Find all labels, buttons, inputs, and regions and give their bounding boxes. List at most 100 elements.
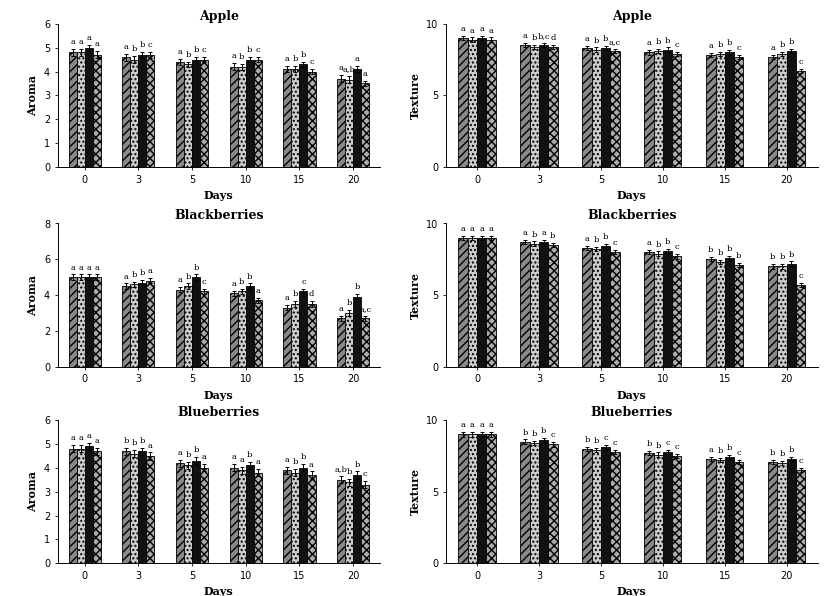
Bar [230, 67, 238, 167]
Text: a: a [647, 239, 652, 247]
Text: a: a [354, 55, 359, 63]
Text: b: b [770, 253, 776, 262]
Bar [796, 285, 805, 367]
Text: c: c [737, 449, 741, 457]
Bar [69, 277, 77, 367]
Text: a: a [488, 421, 493, 430]
Text: b: b [140, 437, 145, 445]
Text: b: b [124, 437, 129, 445]
Bar [796, 470, 805, 563]
Bar [663, 49, 672, 167]
Text: b: b [140, 269, 145, 277]
Text: b: b [247, 451, 253, 459]
Bar [192, 60, 200, 167]
Title: Blackberries: Blackberries [174, 209, 263, 222]
Bar [610, 51, 620, 167]
Bar [548, 445, 558, 563]
Bar [777, 54, 787, 167]
Bar [601, 48, 610, 167]
Text: a: a [461, 421, 466, 430]
Text: a: a [86, 432, 91, 440]
Text: b: b [354, 461, 360, 468]
Text: c: c [675, 243, 679, 252]
Text: c: c [799, 457, 803, 465]
Bar [672, 54, 681, 167]
Bar [734, 265, 743, 367]
X-axis label: Days: Days [617, 190, 647, 201]
Title: Apple: Apple [199, 10, 239, 23]
Text: b: b [185, 51, 191, 58]
Text: b: b [193, 46, 199, 54]
Bar [131, 60, 139, 167]
Bar [307, 304, 316, 367]
Text: b: b [532, 34, 537, 42]
Bar [725, 457, 734, 563]
Text: a: a [148, 442, 153, 449]
Text: a: a [479, 25, 484, 33]
Bar [725, 258, 734, 367]
Bar [254, 300, 262, 367]
Bar [777, 463, 787, 563]
Text: b: b [780, 450, 785, 458]
Bar [520, 45, 529, 167]
Text: c: c [363, 470, 368, 478]
Text: a: a [585, 235, 590, 243]
Text: a: a [470, 27, 475, 35]
Text: a: a [479, 225, 484, 233]
Text: b: b [131, 45, 137, 53]
Bar [644, 52, 653, 167]
Bar [238, 67, 246, 167]
Bar [591, 249, 601, 367]
Text: b: b [292, 290, 298, 299]
Text: a: a [647, 39, 652, 48]
Text: a: a [78, 263, 83, 272]
Bar [283, 470, 292, 563]
Text: b: b [193, 263, 199, 272]
Text: a: a [363, 70, 368, 77]
Text: b: b [789, 250, 794, 259]
Text: a: a [124, 43, 129, 51]
Text: b: b [718, 41, 723, 49]
Bar [192, 461, 200, 563]
Text: b: b [665, 36, 670, 45]
Text: b: b [239, 278, 244, 286]
Text: c: c [799, 58, 803, 66]
Bar [487, 434, 496, 563]
Text: b,c: b,c [537, 32, 550, 41]
Bar [93, 55, 101, 167]
Bar [122, 57, 131, 167]
Bar [706, 55, 715, 167]
Text: b: b [603, 234, 608, 241]
Text: b: b [541, 427, 546, 435]
Bar [458, 38, 468, 167]
X-axis label: Days: Days [204, 390, 234, 401]
Bar [246, 60, 254, 167]
Text: a: a [124, 272, 129, 281]
Bar [644, 252, 653, 367]
Legend: T1 10μg/mL, T2 20μg/mL, TS1 (2% Calcium Chloride), C: T1 10μg/mL, T2 20μg/mL, TS1 (2% Calcium … [478, 434, 786, 443]
Text: a: a [70, 38, 75, 46]
Text: c: c [665, 439, 670, 446]
Bar [184, 64, 192, 167]
Text: c: c [202, 46, 206, 54]
Bar [85, 277, 93, 367]
Text: b: b [665, 238, 670, 246]
Bar [184, 465, 192, 563]
X-axis label: Days: Days [617, 586, 647, 596]
Bar [468, 39, 477, 167]
Y-axis label: Aroma: Aroma [27, 75, 38, 116]
Text: a: a [70, 434, 75, 442]
Text: b: b [603, 35, 608, 43]
Bar [477, 38, 487, 167]
Bar [85, 48, 93, 167]
Bar [176, 463, 184, 563]
Bar [529, 443, 539, 563]
Text: b: b [727, 39, 732, 48]
Text: b: b [594, 36, 599, 45]
Text: c: c [301, 278, 306, 286]
Bar [122, 286, 131, 367]
Bar [345, 482, 354, 563]
Bar [345, 80, 354, 167]
Text: a: a [470, 421, 475, 430]
Y-axis label: Aroma: Aroma [27, 471, 38, 512]
